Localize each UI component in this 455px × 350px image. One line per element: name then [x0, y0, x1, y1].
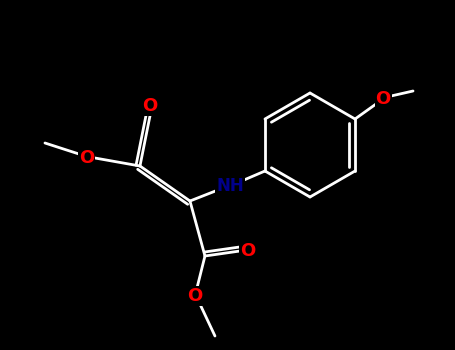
Text: O: O — [240, 242, 256, 260]
Text: O: O — [142, 97, 157, 115]
Text: NH: NH — [216, 177, 244, 195]
Text: O: O — [187, 287, 202, 305]
Text: O: O — [375, 90, 391, 108]
Text: O: O — [79, 149, 95, 167]
